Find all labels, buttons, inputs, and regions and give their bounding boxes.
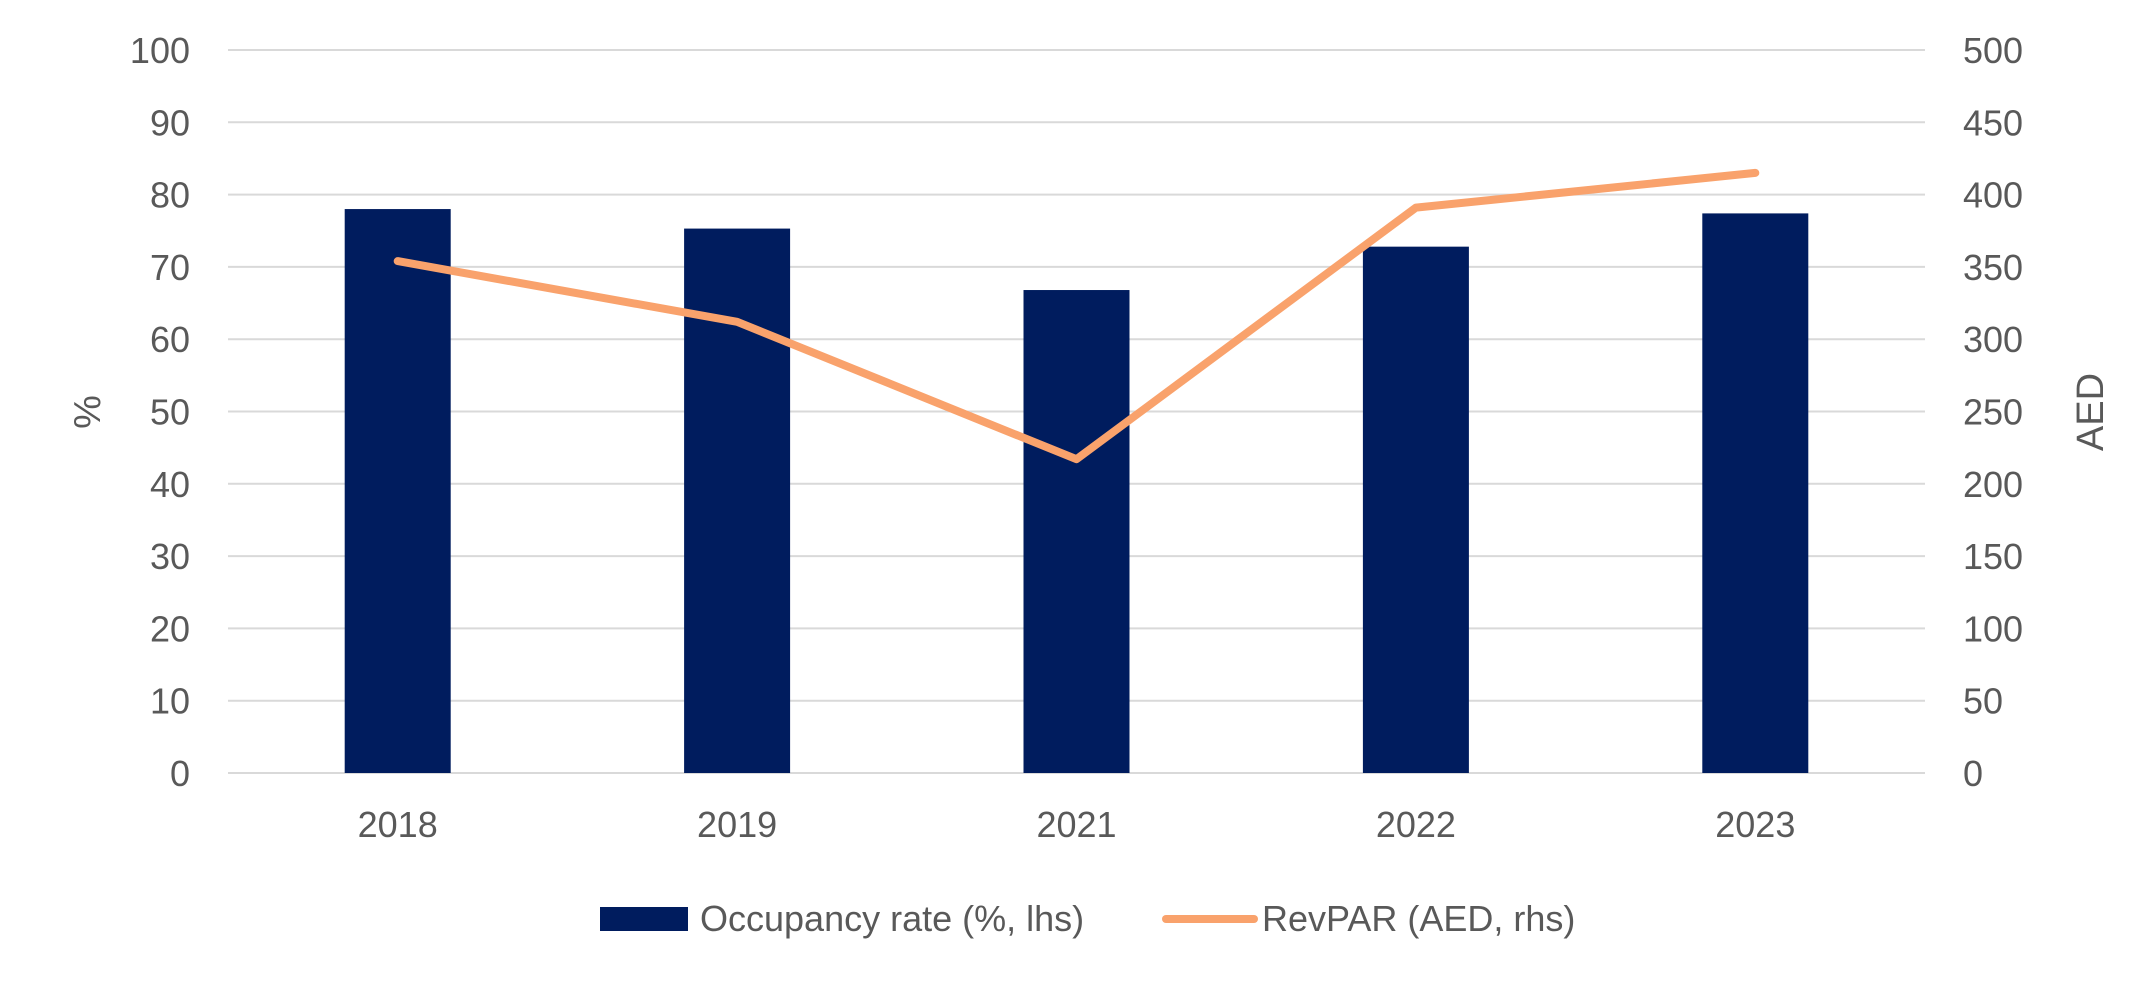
left-tick-label: 100 — [130, 30, 190, 71]
right-tick-label: 0 — [1963, 753, 1983, 794]
bar-occupancy — [1362, 246, 1469, 773]
left-tick-label: 20 — [150, 608, 190, 649]
point-revpar — [396, 260, 399, 263]
bar-occupancy — [1702, 213, 1809, 773]
point-revpar — [1414, 206, 1417, 209]
point-revpar — [1075, 458, 1078, 461]
left-tick-label: 70 — [150, 247, 190, 288]
left-axis-ticks: 0 10 20 30 40 50 60 70 80 90 100 — [130, 30, 190, 794]
x-tick-label: 2022 — [1376, 804, 1456, 845]
x-axis-ticks: 2018 2019 2021 2022 2023 — [358, 804, 1796, 845]
x-tick-label: 2021 — [1036, 804, 1116, 845]
right-tick-label: 300 — [1963, 319, 2023, 360]
left-tick-label: 80 — [150, 175, 190, 216]
left-tick-label: 60 — [150, 319, 190, 360]
right-tick-label: 450 — [1963, 102, 2023, 143]
right-axis-title: AED — [2070, 373, 2112, 451]
left-tick-label: 40 — [150, 464, 190, 505]
left-tick-label: 30 — [150, 536, 190, 577]
legend: Occupancy rate (%, lhs) RevPAR (AED, rhs… — [600, 898, 1575, 939]
right-tick-label: 500 — [1963, 30, 2023, 71]
line-series — [393, 168, 1760, 464]
point-revpar — [736, 320, 739, 323]
left-tick-label: 90 — [150, 102, 190, 143]
x-tick-label: 2023 — [1715, 804, 1795, 845]
bar-occupancy — [344, 209, 451, 773]
right-tick-label: 400 — [1963, 175, 2023, 216]
legend-swatch-occupancy — [600, 907, 688, 931]
left-tick-label: 50 — [150, 392, 190, 433]
legend-label-revpar: RevPAR (AED, rhs) — [1262, 898, 1575, 939]
right-tick-label: 200 — [1963, 464, 2023, 505]
point-revpar — [1754, 171, 1757, 174]
bar-occupancy — [1023, 290, 1130, 773]
right-tick-label: 150 — [1963, 536, 2023, 577]
right-tick-label: 50 — [1963, 681, 2003, 722]
left-tick-label: 10 — [150, 681, 190, 722]
x-tick-label: 2018 — [358, 804, 438, 845]
right-axis-ticks: 0 50 100 150 200 250 300 350 400 450 500 — [1963, 30, 2023, 794]
bar-series — [344, 209, 1809, 773]
left-tick-label: 0 — [170, 753, 190, 794]
right-tick-label: 350 — [1963, 247, 2023, 288]
x-tick-label: 2019 — [697, 804, 777, 845]
bar-occupancy — [684, 228, 791, 773]
right-tick-label: 250 — [1963, 392, 2023, 433]
left-axis-title: % — [67, 395, 109, 429]
legend-label-occupancy: Occupancy rate (%, lhs) — [700, 898, 1084, 939]
right-tick-label: 100 — [1963, 608, 2023, 649]
